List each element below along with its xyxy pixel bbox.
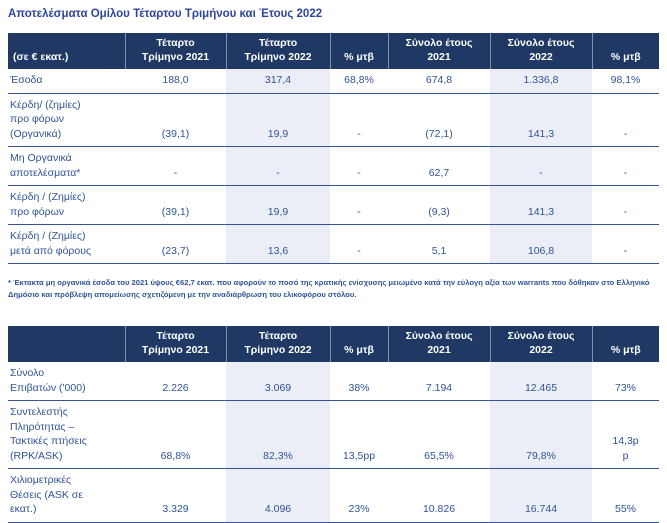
cell-value: 2.226 <box>125 362 226 402</box>
cell-value: 317,4 <box>226 69 330 94</box>
cell-value: (39,1) <box>125 93 226 148</box>
cell-value: - <box>330 146 388 187</box>
row-label: Χιλιομετρικές Θέσεις (ASK σε εκατ.) <box>8 468 125 523</box>
column-header: % μτβ <box>591 33 659 70</box>
cell-value: 14,3p p <box>592 400 659 470</box>
cell-value: 4.096 <box>226 468 330 523</box>
cell-value: - <box>592 146 659 187</box>
row-label: Μη Οργανικά αποτελέσματα* <box>8 146 125 187</box>
cell-value: - <box>592 93 659 148</box>
row-label: Σύνολο Επιβατών ('000) <box>8 362 125 402</box>
cell-value: 19,9 <box>226 93 330 148</box>
cell-value: 13,6 <box>226 224 330 265</box>
column-header: Τέταρτο Τρίμηνο 2022 <box>225 325 330 363</box>
cell-value: - <box>226 146 330 187</box>
cell-value: 10.826 <box>388 468 490 523</box>
cell-value: (23,7) <box>125 224 226 265</box>
cell-value: 62,7 <box>388 146 490 187</box>
row-label: Συντελεστής Πληρότητας – Τακτικές πτήσει… <box>8 400 125 470</box>
table-row: Σύνολο Επιβατών ('000) 2.226 3.069 38% 7… <box>8 362 659 402</box>
cell-value: 68,8% <box>330 69 388 94</box>
financial-results-table: (σε € εκατ.) Τέταρτο Τρίμηνο 2021 Τέταρτ… <box>8 33 659 265</box>
column-header: Τέταρτο Τρίμηνο 2021 <box>124 33 226 70</box>
cell-value: - <box>330 185 388 226</box>
cell-value: 13,5pp <box>330 400 388 470</box>
table-row: Χιλιομετρικές Θέσεις (ASK σε εκατ.) 3.32… <box>8 468 659 523</box>
cell-value: 79,8% <box>490 400 592 470</box>
table-row: Κέρδη/ (ζημίες) προ φόρων (Οργανικά) (39… <box>8 93 659 148</box>
cell-value: 106,8 <box>490 224 592 265</box>
cell-value: - <box>592 185 659 226</box>
cell-value: 68,8% <box>125 400 226 470</box>
column-header: Σύνολο έτους 2022 <box>489 33 592 70</box>
column-header: % μτβ <box>591 325 659 363</box>
table-header-row: (σε € εκατ.) Τέταρτο Τρίμηνο 2021 Τέταρτ… <box>8 33 659 70</box>
table-row: Μη Οργανικά αποτελέσματα* - - - 62,7 - - <box>8 146 659 187</box>
cell-value: 23% <box>330 468 388 523</box>
cell-value: 12.465 <box>490 362 592 402</box>
column-header: % μτβ <box>329 33 388 70</box>
column-header: Τέταρτο Τρίμηνο 2022 <box>225 33 330 70</box>
table-row: Έσοδα 188,0 317,4 68,8% 674,8 1.336,8 98… <box>8 69 659 94</box>
column-header: Τέταρτο Τρίμηνο 2021 <box>124 325 226 363</box>
row-label: Κέρδη / (Ζημίες) προ φόρων <box>8 185 125 226</box>
cell-value: 3.329 <box>125 468 226 523</box>
column-header <box>8 325 125 363</box>
cell-value: 19,9 <box>226 185 330 226</box>
cell-value: 16.744 <box>490 468 592 523</box>
table-row: Κέρδη / (Ζημίες) μετά από φόρους (23,7) … <box>8 224 659 265</box>
column-header: % μτβ <box>329 325 388 363</box>
row-label: Κέρδη/ (ζημίες) προ φόρων (Οργανικά) <box>8 93 125 148</box>
cell-value: (39,1) <box>125 185 226 226</box>
cell-value: 98,1% <box>592 69 659 94</box>
cell-value: 1.336,8 <box>490 69 592 94</box>
cell-value: 7.194 <box>388 362 490 402</box>
cell-value: 674,8 <box>388 69 490 94</box>
row-label: Έσοδα <box>8 69 125 94</box>
cell-value: - <box>330 93 388 148</box>
column-header: (σε € εκατ.) <box>8 33 125 70</box>
cell-value: 3.069 <box>226 362 330 402</box>
cell-value: 55% <box>592 468 659 523</box>
traffic-stats-table: Τέταρτο Τρίμηνο 2021 Τέταρτο Τρίμηνο 202… <box>8 325 659 523</box>
cell-value: - <box>490 146 592 187</box>
footnote: * Έκτακτα μη οργανικά έσοδα του 2021 ύψο… <box>8 278 650 299</box>
row-label: Κέρδη / (Ζημίες) μετά από φόρους <box>8 224 125 265</box>
column-header: Σύνολο έτους 2021 <box>387 325 490 363</box>
page-title: Αποτελέσματα Ομίλου Τέταρτου Τριμήνου κα… <box>8 8 323 20</box>
cell-value: 141,3 <box>490 185 592 226</box>
cell-value: - <box>330 224 388 265</box>
cell-value: 73% <box>592 362 659 402</box>
column-header: Σύνολο έτους 2021 <box>387 33 490 70</box>
cell-value: 141,3 <box>490 93 592 148</box>
cell-value: 65,5% <box>388 400 490 470</box>
cell-value: (72,1) <box>388 93 490 148</box>
table-row: Συντελεστής Πληρότητας – Τακτικές πτήσει… <box>8 400 659 470</box>
column-header: Σύνολο έτους 2022 <box>489 325 592 363</box>
cell-value: 82,3% <box>226 400 330 470</box>
cell-value: - <box>592 224 659 265</box>
cell-value: - <box>125 146 226 187</box>
table-header-row: Τέταρτο Τρίμηνο 2021 Τέταρτο Τρίμηνο 202… <box>8 325 659 363</box>
cell-value: 5,1 <box>388 224 490 265</box>
cell-value: 38% <box>330 362 388 402</box>
cell-value: (9,3) <box>388 185 490 226</box>
cell-value: 188,0 <box>125 69 226 94</box>
table-row: Κέρδη / (Ζημίες) προ φόρων (39,1) 19,9 -… <box>8 185 659 226</box>
